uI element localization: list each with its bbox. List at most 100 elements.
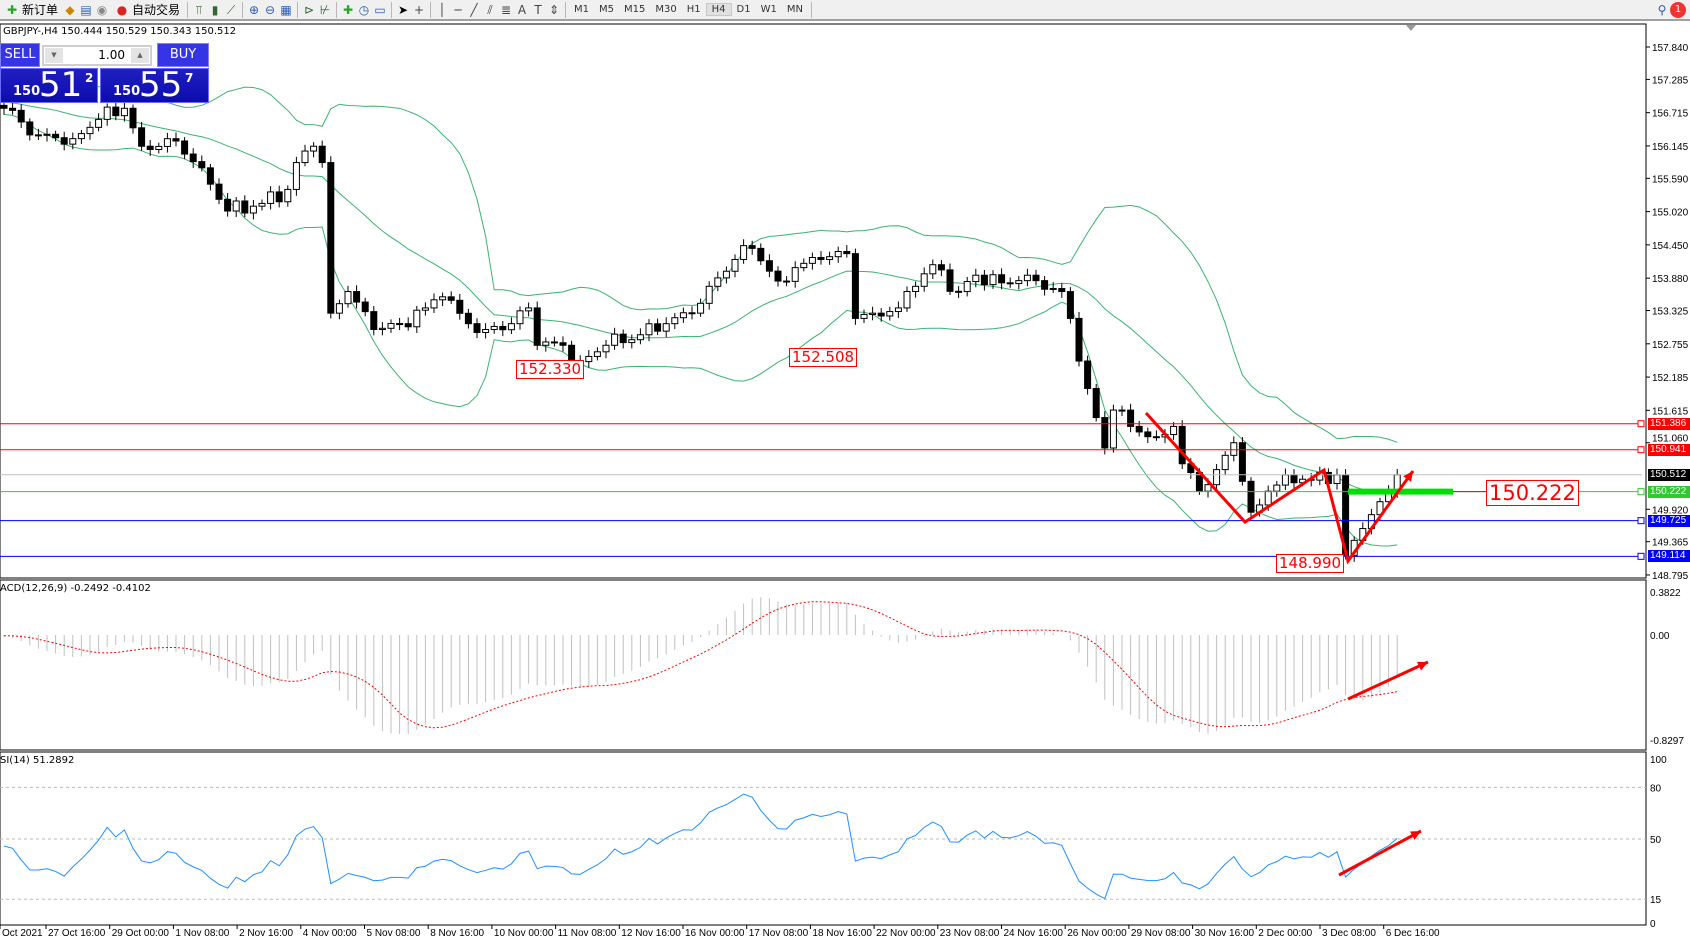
- bear-candle: [447, 296, 455, 301]
- period-m5[interactable]: M5: [599, 4, 615, 15]
- bear-candle: [1152, 436, 1160, 439]
- bear-candle: [1092, 387, 1100, 419]
- time-axis-label: 16 Nov 00:00: [685, 928, 745, 939]
- text-icon[interactable]: A: [517, 2, 527, 17]
- auto-scroll-icon[interactable]: ⊳: [304, 2, 315, 17]
- low-label-152330[interactable]: 152.330: [516, 360, 585, 379]
- tile-windows-icon[interactable]: ▦: [280, 2, 292, 17]
- line-chart-icon[interactable]: ⟋: [226, 2, 236, 17]
- search-icon[interactable]: ⚲: [1657, 2, 1667, 17]
- buy-price[interactable]: 150 55 7: [100, 65, 209, 105]
- low-label-152508[interactable]: 152.508: [789, 348, 858, 367]
- period-d1[interactable]: D1: [736, 4, 751, 15]
- bull-candle: [697, 302, 705, 314]
- trendline-icon[interactable]: ╱: [470, 2, 478, 17]
- lot-decrease-button[interactable]: ▼: [45, 48, 63, 63]
- price-axis-label: 155.590: [1652, 174, 1689, 185]
- period-w1[interactable]: W1: [760, 4, 777, 15]
- bear-candle: [353, 291, 361, 303]
- bull-candle: [335, 303, 343, 314]
- bull-candle: [1333, 474, 1341, 485]
- bull-candle: [731, 258, 739, 272]
- zoom-out-icon[interactable]: ⊖: [265, 2, 276, 17]
- bar-chart-icon[interactable]: ⫪: [195, 2, 203, 17]
- bear-candle: [946, 269, 954, 292]
- sell-button[interactable]: SELL: [0, 43, 40, 67]
- indicators-icon[interactable]: ✚: [343, 2, 354, 17]
- separator: [187, 1, 189, 18]
- lot-increase-button[interactable]: ▲: [131, 48, 149, 63]
- auto-trading-button[interactable]: ● 自动交易: [110, 0, 184, 19]
- bear-candle: [370, 311, 378, 331]
- chart-canvas[interactable]: 157.840 157.285 156.715 156.145 155.590 155.0…: [0, 22, 1690, 942]
- bull-candle: [869, 312, 877, 315]
- bear-candle: [1118, 409, 1126, 412]
- bear-candle: [224, 198, 232, 212]
- bear-candle: [559, 342, 567, 346]
- rsi-axis-label: 50: [1650, 835, 1662, 846]
- bull-candle: [387, 323, 395, 329]
- target-label-150222[interactable]: 150.222: [1486, 480, 1579, 506]
- signals-icon[interactable]: ◉: [96, 2, 108, 17]
- period-m1[interactable]: M1: [574, 4, 590, 15]
- bull-candle: [671, 317, 679, 325]
- templates-icon[interactable]: ▭: [374, 2, 386, 17]
- cursor-icon[interactable]: ➤: [398, 2, 409, 17]
- text-label-icon[interactable]: T: [534, 2, 542, 17]
- bull-candle: [249, 205, 257, 214]
- rsi-line: [3, 793, 1398, 900]
- price-axis-label: 152.185: [1652, 373, 1689, 384]
- rsi-axis-label: 80: [1650, 783, 1662, 794]
- bear-candle: [129, 107, 137, 129]
- separator: [810, 1, 812, 18]
- period-h1[interactable]: H1: [686, 4, 701, 15]
- bull-candle: [791, 267, 799, 282]
- bull-candle: [516, 310, 524, 325]
- lot-size-input[interactable]: 1.00 ▼ ▲: [42, 45, 152, 66]
- low-label-148990[interactable]: 148.990: [1276, 554, 1345, 573]
- sell-price[interactable]: 150 51 2: [0, 65, 98, 105]
- chart-shift-icon[interactable]: ⊬: [319, 2, 331, 17]
- fibonacci-icon[interactable]: ≣: [501, 2, 512, 17]
- macd-divergence-arrow: [1347, 660, 1429, 701]
- bull-candle: [860, 313, 868, 319]
- periods-clock-icon[interactable]: ◷: [358, 2, 370, 17]
- horizontal-line-icon[interactable]: ─: [454, 2, 462, 17]
- bear-candle: [998, 274, 1006, 284]
- period-m15[interactable]: M15: [624, 4, 646, 15]
- bull-candle: [628, 339, 636, 344]
- bull-candle: [482, 329, 490, 333]
- bear-candle: [9, 107, 17, 111]
- bear-candle: [241, 200, 249, 214]
- bull-candle: [103, 106, 111, 120]
- period-m30[interactable]: M30: [655, 4, 677, 15]
- bear-candle: [172, 138, 180, 142]
- navigator-icon[interactable]: ▤: [80, 2, 92, 17]
- bear-candle: [748, 245, 756, 249]
- bull-candle: [645, 323, 653, 336]
- bear-candle: [52, 133, 60, 139]
- new-order-icon: ✚: [6, 2, 18, 17]
- bear-candle: [851, 253, 859, 319]
- candlestick-icon[interactable]: ▮: [211, 2, 219, 17]
- market-watch-icon[interactable]: ◆: [65, 2, 75, 17]
- crosshair-icon[interactable]: +: [414, 2, 425, 17]
- time-axis-label: 22 Nov 00:00: [876, 928, 936, 939]
- period-h4[interactable]: H4: [705, 3, 732, 16]
- bull-candle: [585, 355, 593, 363]
- new-order-button[interactable]: ✚ 新订单: [0, 0, 62, 19]
- vertical-line-icon[interactable]: │: [438, 2, 446, 17]
- arrows-icon[interactable]: ⇕: [549, 2, 560, 17]
- price-axis-label: 151.060: [1652, 434, 1689, 445]
- equidistant-channel-icon[interactable]: ⫽: [487, 2, 493, 17]
- notification-badge[interactable]: 1: [1670, 1, 1686, 18]
- time-axis-label: 23 Nov 08:00: [939, 928, 1000, 939]
- zoom-in-icon[interactable]: ⊕: [249, 2, 260, 17]
- period-mn[interactable]: MN: [786, 4, 803, 15]
- chart-title: GBPJPY-,H4 150.444 150.529 150.343 150.5…: [3, 26, 237, 37]
- bear-candle: [34, 134, 42, 137]
- buy-button[interactable]: BUY: [157, 43, 209, 67]
- bear-candle: [568, 344, 576, 362]
- price-tag-149.114: 149.114: [1648, 550, 1690, 563]
- macd-label: ACD(12,26,9) -0.2492 -0.4102: [0, 583, 151, 594]
